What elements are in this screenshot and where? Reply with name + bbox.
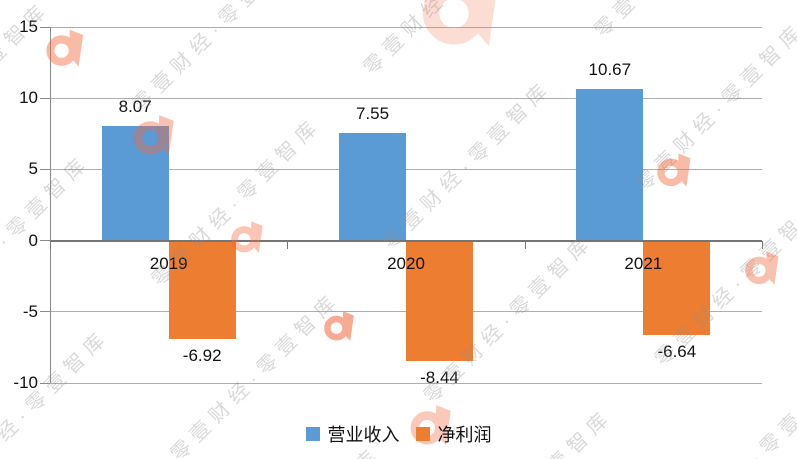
y-axis-tick-15	[40, 26, 50, 28]
y-axis-label-15: 15	[19, 17, 38, 36]
gridline--10	[50, 382, 762, 384]
value-label-net-profit-2019: -6.92	[182, 346, 222, 366]
bar-net-profit-2020	[406, 240, 473, 361]
y-axis-label--5: -5	[22, 301, 38, 321]
value-label-net-profit-2020: -8.44	[420, 367, 459, 387]
legend-item-net-profit: 净利润	[415, 421, 492, 447]
legend-item-revenue: 营业收入	[305, 421, 400, 447]
value-label-net-profit-2021: -6.64	[657, 342, 697, 362]
gridline-5	[50, 168, 762, 170]
y-axis-label--10: -10	[13, 373, 38, 392]
y-axis-tick-10	[40, 97, 50, 99]
legend-label-revenue: 营业收入	[327, 425, 400, 445]
category-label-2020: 2020	[387, 254, 425, 273]
bar-revenue-2019	[101, 125, 169, 241]
category-label-2019: 2019	[149, 254, 188, 273]
y-axis-line	[50, 27, 51, 383]
gridline-10	[50, 97, 762, 99]
x-axis-zero-line	[50, 239, 762, 242]
value-label-revenue-2019: 8.07	[118, 96, 152, 116]
bar-revenue-2020	[339, 133, 406, 241]
y-axis-label-10: 10	[19, 88, 38, 108]
value-label-revenue-2021: 10.67	[588, 59, 632, 79]
x-axis-tick-0	[50, 240, 51, 249]
bar-net-profit-2021	[643, 240, 711, 336]
value-label-revenue-2020: 7.55	[355, 104, 390, 124]
legend-label-net-profit: 净利润	[437, 425, 492, 445]
gridline-15	[50, 26, 762, 28]
y-axis-tick-0	[40, 240, 50, 242]
category-label-2021: 2021	[624, 254, 663, 273]
y-axis-tick--5	[40, 311, 50, 313]
y-axis-tick--10	[40, 382, 50, 384]
legend: 营业收入 净利润	[0, 421, 797, 447]
legend-swatch-net-profit	[415, 427, 430, 441]
bar-revenue-2021	[576, 88, 644, 241]
bar-net-profit-2019	[168, 240, 236, 340]
y-axis-label-5: 5	[28, 159, 38, 179]
legend-swatch-revenue	[305, 427, 320, 441]
x-axis-tick-3	[762, 240, 763, 249]
x-axis-tick-1	[287, 240, 289, 249]
y-axis-label-0: 0	[28, 230, 38, 250]
y-axis-tick-5	[40, 168, 50, 170]
x-axis-tick-2	[524, 240, 526, 249]
